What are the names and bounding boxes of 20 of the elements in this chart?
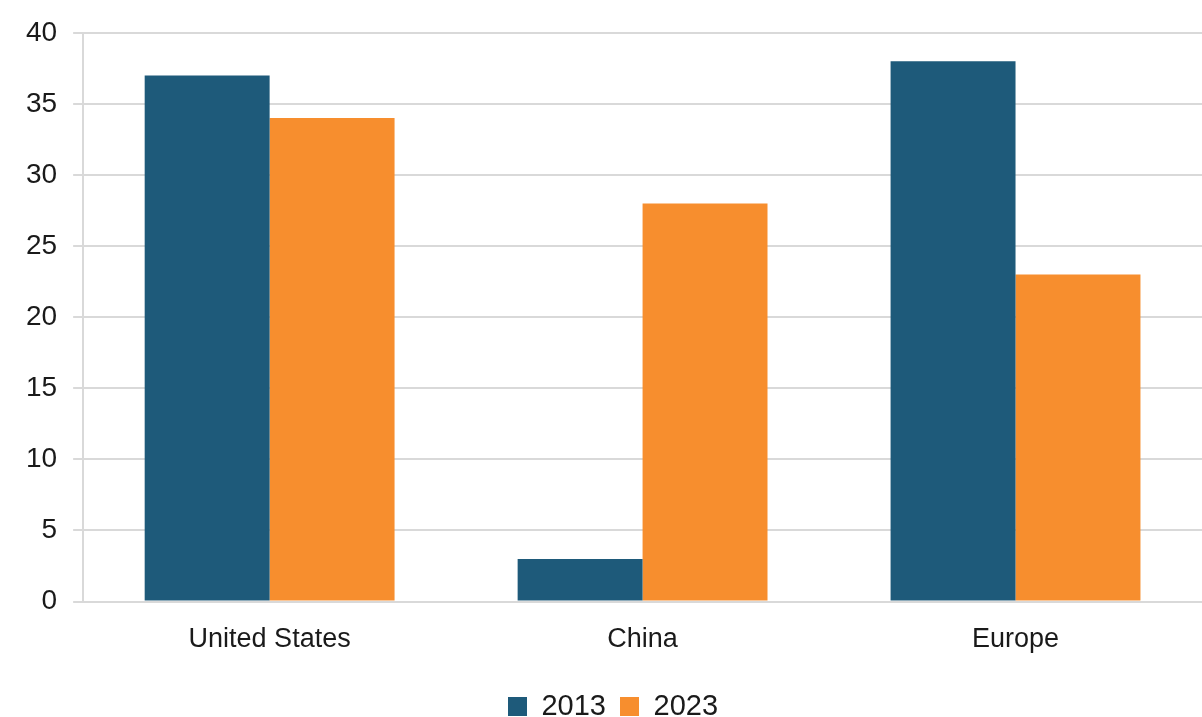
bar [269, 118, 395, 601]
y-tick-label: 15 [25, 371, 58, 403]
x-tick-label: Europe [971, 623, 1060, 654]
bar [890, 61, 1016, 601]
y-tick-label: 0 [41, 584, 58, 616]
bar [517, 558, 643, 601]
y-tick-label: 25 [25, 228, 58, 260]
y-tick-label: 30 [25, 157, 58, 189]
bar [1015, 274, 1141, 601]
x-tick-label: United States [188, 623, 351, 654]
x-tick-label: China [607, 623, 679, 654]
y-tick-label: 5 [41, 513, 58, 545]
bar [642, 203, 768, 601]
y-tick-label: 20 [25, 299, 58, 331]
legend-label: 2023 [653, 688, 719, 717]
bar [144, 75, 270, 601]
y-tick-label: 40 [25, 15, 58, 47]
legend-label: 2013 [541, 688, 606, 717]
y-tick-label: 10 [25, 442, 58, 474]
y-tick-label: 35 [25, 86, 58, 118]
